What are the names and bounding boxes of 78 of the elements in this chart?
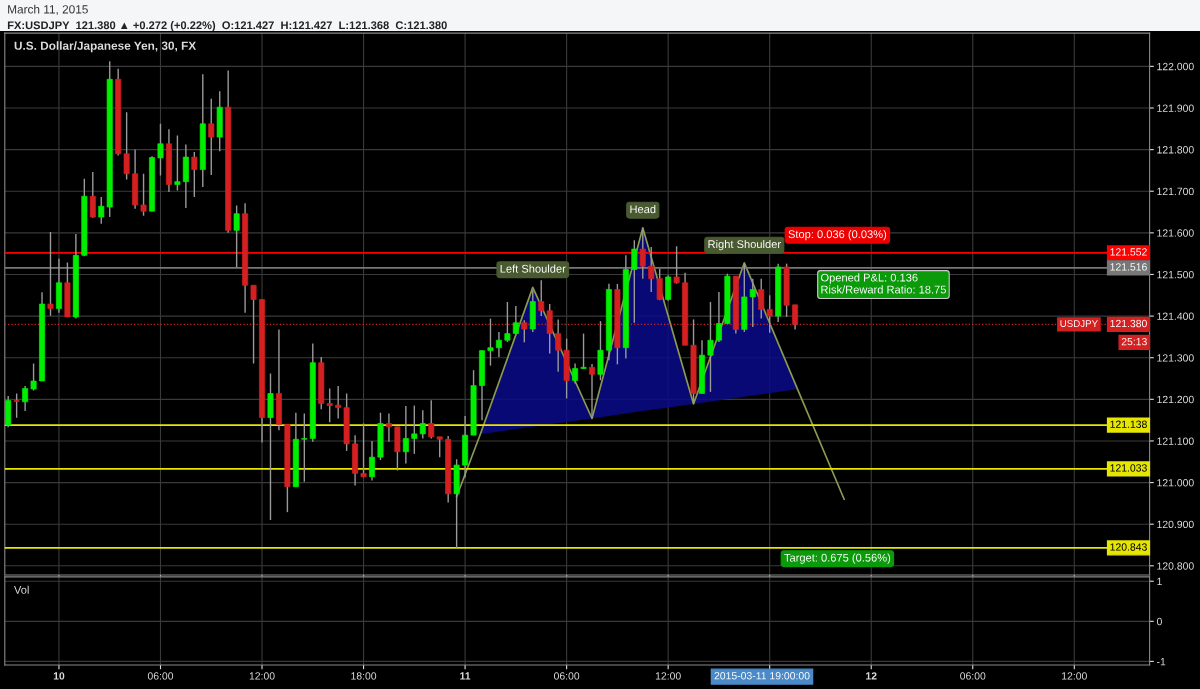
x-tick-label: 12:00 (655, 672, 681, 680)
candlestick (233, 204, 240, 268)
y-tick-label: 121.200 (1157, 395, 1194, 404)
candlestick (191, 151, 198, 198)
candlestick (335, 385, 342, 420)
annotation: Target: 0.675 (0.56%) (784, 553, 891, 564)
candlestick (512, 305, 519, 335)
y-tick-label: 121.500 (1157, 270, 1194, 279)
y-tick-label: 1 (1157, 577, 1162, 586)
candlestick (411, 404, 418, 455)
y-tick-label: 121.400 (1157, 312, 1194, 320)
candlestick (369, 440, 375, 482)
y-tick-label: 121.900 (1157, 104, 1194, 112)
candlestick (360, 422, 367, 478)
y-tick-label: 120.900 (1157, 520, 1194, 529)
x-tick-label: 18:00 (351, 672, 377, 680)
ref-line-label: 121.380 (1110, 319, 1147, 328)
text: 2015-03-11 19:00:00 (714, 672, 810, 680)
candlestick (665, 274, 672, 302)
x-tick-label: 12:00 (1062, 672, 1087, 680)
y-tick-label: 120.800 (1157, 562, 1194, 570)
candlestick (631, 239, 638, 324)
x-tick-label: 10 (53, 672, 65, 680)
x-tick-label: 12:00 (249, 672, 275, 680)
candlestick (140, 173, 147, 217)
ref-line-label: 120.843 (1110, 543, 1147, 551)
annotation: Opened P&L: 0.136 Risk/Reward Ratio: 18.75 (820, 273, 946, 294)
text: Vol (14, 585, 29, 594)
candlestick (157, 123, 164, 177)
x-tick-label: 06:00 (960, 672, 986, 680)
x-tick-label: 11 (460, 672, 471, 680)
text: March 11, 2015 (8, 4, 88, 15)
annotation: Stop: 0.036 (0.03%) (788, 229, 887, 241)
candlestick (208, 98, 215, 176)
candlestick (13, 392, 20, 419)
x-tick-label: 06:00 (554, 672, 580, 680)
candlestick (487, 317, 494, 367)
y-tick-label: 121.000 (1157, 479, 1194, 487)
candlestick (495, 331, 502, 358)
candlestick (174, 134, 181, 192)
candlestick (589, 363, 595, 420)
candlestick (715, 291, 722, 343)
annotation: USDJPY (1060, 320, 1098, 328)
candlestick (30, 362, 37, 392)
text: U.S. Dollar/Japanese Yen, 30, FX (14, 41, 197, 53)
y-tick-label: -1 (1157, 658, 1166, 666)
x-tick-label: 06:00 (147, 672, 174, 680)
candlestick (419, 409, 426, 440)
chart-subtitle: FX:USDJPY 121.380 ▲ +0.272 (+0.22%) O:121.427 H:121.427 L:121.368 C:121.380 (7, 21, 447, 32)
candlestick (707, 301, 714, 393)
candlestick (572, 362, 579, 385)
ref-line-label: 121.033 (1110, 464, 1147, 472)
candlestick (22, 385, 29, 412)
y-tick-label: 121.600 (1157, 229, 1194, 237)
annotation: Head (630, 205, 656, 214)
candlestick (123, 111, 130, 181)
ref-line-label: 121.516 (1110, 263, 1147, 271)
y-tick-label: 121.100 (1157, 437, 1194, 445)
annotation: Left Shoulder (500, 264, 566, 273)
candlestick (673, 245, 680, 285)
candlestick (89, 171, 96, 219)
candlestick (504, 301, 511, 343)
candlestick (301, 412, 308, 483)
y-tick-label: 121.700 (1157, 187, 1194, 196)
candlestick (402, 405, 409, 465)
candlestick (639, 227, 646, 280)
y-tick-label: 121.300 (1157, 354, 1194, 362)
candlestick (47, 231, 54, 317)
y-tick-label: 0 (1156, 617, 1162, 626)
candlestick (385, 412, 392, 443)
y-tick-label: 121.800 (1157, 146, 1194, 154)
candlestick (580, 332, 587, 370)
ref-line-label: 121.552 (1110, 248, 1147, 256)
y-tick-label: 122.000 (1157, 62, 1194, 71)
ref-line-label: 121.138 (1110, 420, 1147, 428)
x-tick-label: 12 (866, 672, 877, 680)
annotation: Right Shoulder (708, 239, 781, 251)
annotation: 25:13 (1121, 337, 1147, 346)
